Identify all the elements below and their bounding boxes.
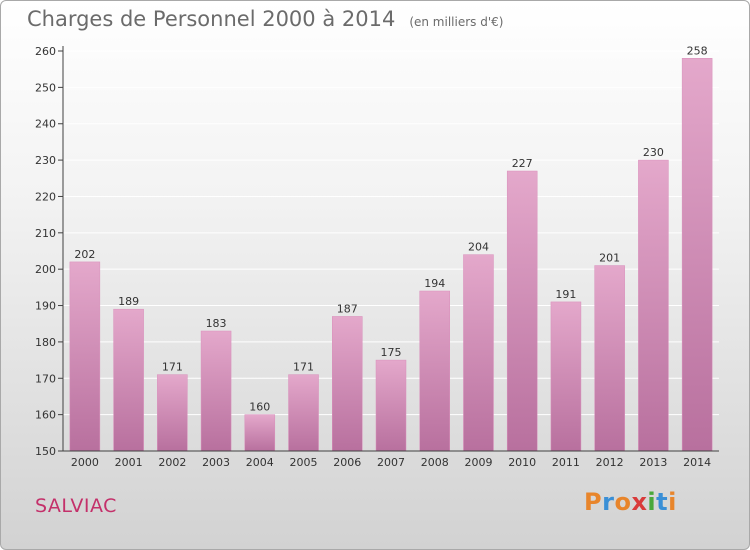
title-text: Charges de Personnel 2000 à 2014 xyxy=(27,7,396,31)
bar xyxy=(200,330,232,452)
x-tick-label: 2013 xyxy=(639,456,667,469)
y-tick-label: 240 xyxy=(35,118,56,131)
bar xyxy=(157,374,188,452)
x-tick-label: 2008 xyxy=(421,456,449,469)
x-tick-label: 2004 xyxy=(246,456,274,469)
logo-letter: i xyxy=(668,488,677,516)
y-tick-label: 250 xyxy=(35,81,56,94)
logo-letter: o xyxy=(614,488,632,516)
y-tick-label: 160 xyxy=(35,409,56,422)
y-tick-label: 150 xyxy=(35,445,56,458)
y-tick-label: 260 xyxy=(35,45,56,58)
y-tick-label: 220 xyxy=(35,190,56,203)
bar xyxy=(113,308,144,452)
bar xyxy=(244,414,276,452)
x-tick-label: 2007 xyxy=(377,456,405,469)
bar xyxy=(288,374,319,452)
data-label: 191 xyxy=(555,288,576,301)
x-tick-label: 2012 xyxy=(596,456,624,469)
data-label: 187 xyxy=(337,302,358,315)
logo-letter: P xyxy=(584,488,603,516)
bar xyxy=(375,359,407,452)
logo-letter: i xyxy=(647,488,657,516)
x-tick-label: 2011 xyxy=(552,456,580,469)
data-label: 204 xyxy=(468,241,489,254)
x-tick-label: 2006 xyxy=(333,456,361,469)
bar xyxy=(681,58,713,452)
bar xyxy=(69,261,101,452)
x-tick-label: 2010 xyxy=(508,456,536,469)
bar xyxy=(506,170,538,452)
x-tick-label: 2014 xyxy=(683,456,711,469)
x-tick-label: 2001 xyxy=(115,456,143,469)
data-label: 175 xyxy=(381,346,402,359)
bar xyxy=(332,316,363,452)
proxiti-logo: Proxiti xyxy=(584,488,677,516)
data-label: 183 xyxy=(206,317,227,330)
logo-letter: r xyxy=(602,488,615,516)
data-label: 202 xyxy=(74,248,95,261)
data-label: 227 xyxy=(512,157,533,170)
bar xyxy=(638,159,669,452)
y-tick-label: 230 xyxy=(35,154,56,167)
data-label: 160 xyxy=(249,401,270,414)
commune-name: SALVIAC xyxy=(35,495,117,517)
bar xyxy=(463,254,494,452)
data-label: 171 xyxy=(162,361,183,374)
y-tick-label: 170 xyxy=(35,372,56,385)
bar xyxy=(419,290,450,452)
x-tick-label: 2000 xyxy=(71,456,99,469)
y-tick-label: 200 xyxy=(35,263,56,276)
data-label: 194 xyxy=(424,277,445,290)
y-tick-label: 180 xyxy=(35,336,56,349)
x-tick-label: 2005 xyxy=(290,456,318,469)
chart-subtitle: (en milliers d'€) xyxy=(409,15,504,29)
y-tick-label: 190 xyxy=(35,300,56,313)
bar xyxy=(594,265,625,452)
x-tick-label: 2002 xyxy=(158,456,186,469)
data-label: 201 xyxy=(599,252,620,265)
data-label: 258 xyxy=(687,44,708,57)
x-tick-label: 2003 xyxy=(202,456,230,469)
x-tick-label: 2009 xyxy=(464,456,492,469)
chart-title: Charges de Personnel 2000 à 2014 (en mill… xyxy=(27,7,503,31)
data-label: 230 xyxy=(643,146,664,159)
data-label: 171 xyxy=(293,361,314,374)
data-label: 189 xyxy=(118,295,139,308)
logo-letter: x xyxy=(631,488,648,516)
bar xyxy=(550,301,582,452)
logo-letter: t xyxy=(656,488,669,516)
y-tick-label: 210 xyxy=(35,227,56,240)
